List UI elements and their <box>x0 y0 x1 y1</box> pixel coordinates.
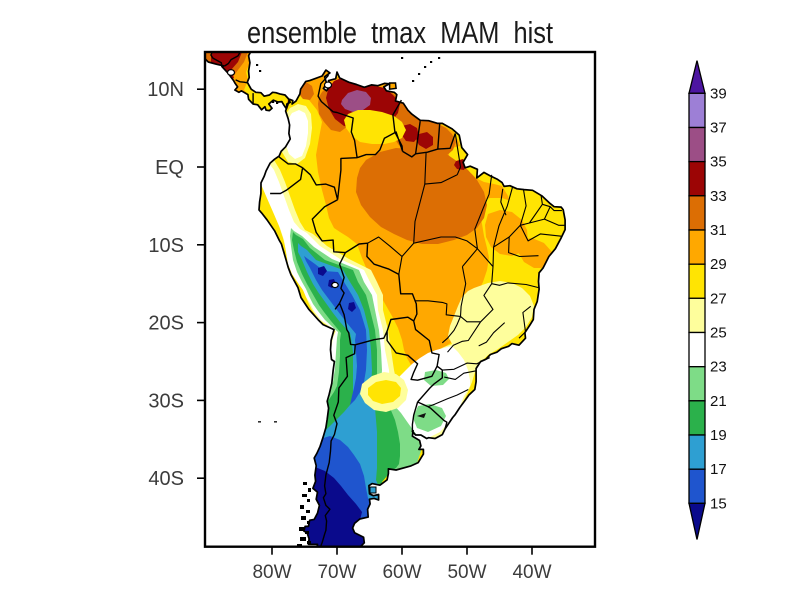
svg-text:30S: 30S <box>148 390 184 412</box>
svg-text:35: 35 <box>710 154 727 171</box>
svg-text:20S: 20S <box>148 313 184 335</box>
svg-text:40S: 40S <box>148 468 184 490</box>
svg-text:39: 39 <box>710 85 727 102</box>
svg-text:70W: 70W <box>317 562 356 583</box>
svg-text:33: 33 <box>710 188 727 205</box>
svg-text:25: 25 <box>710 325 727 342</box>
svg-text:40W: 40W <box>512 562 551 583</box>
svg-text:29: 29 <box>710 256 727 273</box>
svg-text:23: 23 <box>710 359 727 376</box>
svg-text:31: 31 <box>710 222 727 239</box>
svg-text:21: 21 <box>710 393 727 410</box>
svg-text:10N: 10N <box>147 79 184 101</box>
svg-text:80W: 80W <box>252 562 291 583</box>
svg-text:15: 15 <box>710 495 727 512</box>
svg-text:19: 19 <box>710 427 727 444</box>
svg-text:10S: 10S <box>148 235 184 257</box>
svg-text:17: 17 <box>710 461 727 478</box>
svg-text:37: 37 <box>710 120 727 137</box>
svg-text:50W: 50W <box>447 562 486 583</box>
svg-text:60W: 60W <box>382 562 421 583</box>
svg-text:EQ: EQ <box>155 157 184 179</box>
svg-text:ensemble tmax MAM hist: ensemble tmax MAM hist <box>247 15 553 50</box>
svg-text:27: 27 <box>710 290 727 307</box>
